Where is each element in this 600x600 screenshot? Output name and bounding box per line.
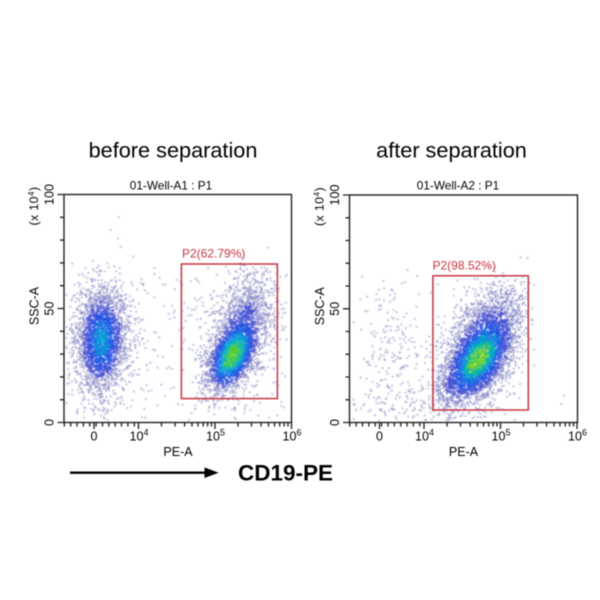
svg-text:50: 50: [43, 302, 57, 316]
svg-text:(x 104): (x 104): [26, 187, 41, 226]
svg-text:PE-A: PE-A: [449, 445, 479, 459]
svg-text:50: 50: [328, 302, 342, 316]
svg-text:(x 104): (x 104): [312, 187, 327, 226]
svg-text:PE-A: PE-A: [163, 445, 193, 459]
svg-text:SSC-A: SSC-A: [28, 286, 42, 325]
svg-text:P2(98.52%): P2(98.52%): [433, 259, 496, 273]
svg-text:01-Well-A2 : P1: 01-Well-A2 : P1: [417, 179, 499, 193]
svg-text:0: 0: [91, 430, 98, 444]
svg-text:01-Well-A1 : P1: 01-Well-A1 : P1: [130, 179, 212, 193]
svg-text:before separation: before separation: [89, 138, 258, 163]
svg-text:100: 100: [328, 185, 342, 206]
svg-text:after separation: after separation: [376, 138, 527, 163]
svg-text:0: 0: [43, 419, 57, 426]
svg-text:CD19-PE: CD19-PE: [238, 461, 333, 486]
svg-text:100: 100: [43, 184, 57, 205]
svg-text:SSC-A: SSC-A: [313, 286, 327, 325]
svg-text:0: 0: [376, 430, 383, 444]
svg-text:0: 0: [328, 419, 342, 426]
svg-text:P2(62.79%): P2(62.79%): [182, 247, 245, 261]
